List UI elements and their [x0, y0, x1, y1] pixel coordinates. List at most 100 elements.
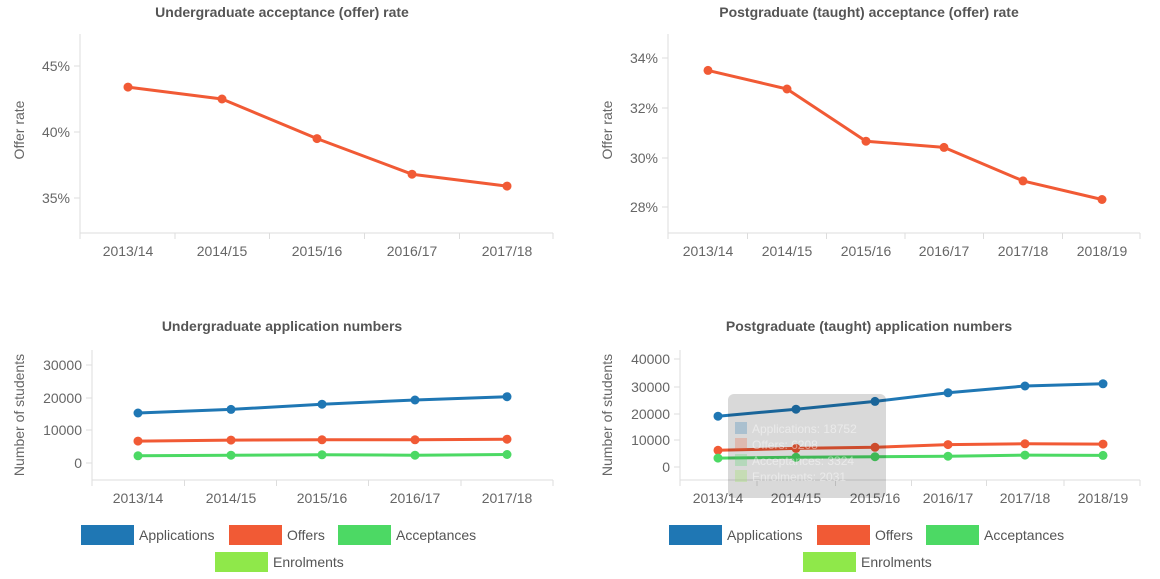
data-point-offer-rate[interactable]	[502, 181, 512, 191]
data-point-applications[interactable]	[502, 392, 512, 402]
data-point-offers[interactable]	[133, 436, 143, 446]
y-tick-label: 10000	[43, 422, 82, 438]
legend-item-enrolments[interactable]: Enrolments	[803, 552, 932, 572]
y-axis-label: Offer rate	[599, 100, 615, 159]
legend-swatch	[81, 525, 134, 545]
y-tick-label: 35%	[42, 190, 70, 206]
data-point-offer-rate[interactable]	[1097, 195, 1107, 204]
legend-item-acceptances[interactable]: Acceptances	[926, 525, 1064, 545]
x-tick-label-2013-14: 2013/14	[103, 243, 154, 259]
y-tick-label: 28%	[630, 199, 658, 215]
x-tick-label-2017-18: 2017/18	[1000, 490, 1051, 506]
y-tick-label: 0	[662, 459, 670, 475]
data-point-acceptances[interactable]	[791, 452, 801, 462]
series-line-offer-rate	[707, 68, 1103, 201]
y-axis-label: Number of students	[11, 354, 27, 476]
chart-postgraduate-taught-application-numbers: Postgraduate (taught) application number…	[599, 318, 1141, 572]
data-point-offer-rate[interactable]	[312, 134, 322, 144]
data-point-offers[interactable]	[791, 443, 801, 453]
legend-label: Applications	[727, 527, 803, 543]
data-point-applications[interactable]	[1020, 381, 1030, 391]
chart-title: Undergraduate application numbers	[162, 318, 403, 334]
data-point-offers[interactable]	[943, 440, 953, 450]
tooltip-swatch	[735, 422, 747, 434]
x-tick-label-2018-19: 2018/19	[1078, 490, 1129, 506]
legend-item-enrolments[interactable]: Enrolments	[215, 552, 344, 572]
legend-label: Acceptances	[396, 527, 476, 543]
data-point-offers[interactable]	[317, 435, 327, 445]
data-point-acceptances[interactable]	[133, 451, 143, 461]
chart-postgraduate-taught-acceptance-offer-rate: Postgraduate (taught) acceptance (offer)…	[599, 4, 1141, 259]
data-point-applications[interactable]	[226, 404, 236, 414]
data-point-offers[interactable]	[226, 435, 236, 445]
tooltip-line: Applications: 18752	[752, 422, 857, 436]
data-point-applications[interactable]	[410, 395, 420, 405]
data-point-offers[interactable]	[1098, 439, 1108, 449]
data-point-applications[interactable]	[317, 399, 327, 409]
data-point-acceptances[interactable]	[713, 453, 723, 463]
x-tick-label-2013-14: 2013/14	[683, 243, 734, 259]
legend-item-offers[interactable]: Offers	[229, 525, 325, 545]
x-tick-label-2013-14: 2013/14	[693, 490, 744, 506]
legend-item-offers[interactable]: Offers	[817, 525, 913, 545]
y-tick-label: 30000	[43, 357, 82, 373]
legend-item-applications[interactable]: Applications	[81, 525, 215, 545]
data-point-offer-rate[interactable]	[939, 142, 949, 152]
legend-swatch	[338, 525, 391, 545]
data-point-offer-rate[interactable]	[703, 65, 713, 75]
legend-label: Offers	[287, 527, 325, 543]
data-point-applications[interactable]	[943, 388, 953, 398]
y-tick-label: 45%	[42, 58, 70, 74]
data-point-offers[interactable]	[410, 435, 420, 445]
y-tick-label: 40000	[631, 351, 670, 367]
tooltip-swatch	[735, 470, 747, 482]
data-point-offer-rate[interactable]	[407, 169, 417, 179]
legend-item-applications[interactable]: Applications	[669, 525, 803, 545]
x-tick-label-2016-17: 2016/17	[390, 490, 441, 506]
data-point-applications[interactable]	[870, 396, 880, 406]
legend-label: Offers	[875, 527, 913, 543]
x-tick-label-2015-16: 2015/16	[841, 243, 892, 259]
legend-swatch	[803, 552, 856, 572]
data-point-offers[interactable]	[713, 445, 723, 455]
y-tick-label: 20000	[631, 406, 670, 422]
data-point-acceptances[interactable]	[410, 450, 420, 460]
data-point-offers[interactable]	[1020, 439, 1030, 449]
data-point-offer-rate[interactable]	[123, 82, 133, 92]
tooltip-line: Enrolments: 2031	[752, 470, 846, 484]
data-point-offer-rate[interactable]	[217, 94, 227, 104]
chart-title: Undergraduate acceptance (offer) rate	[155, 4, 409, 20]
legend-swatch	[926, 525, 979, 545]
legend-item-acceptances[interactable]: Acceptances	[338, 525, 476, 545]
data-point-acceptances[interactable]	[943, 451, 953, 461]
data-point-offers[interactable]	[502, 434, 512, 444]
chart-undergraduate-application-numbers: Undergraduate application numbers Number …	[11, 318, 554, 572]
data-point-applications[interactable]	[1098, 379, 1108, 389]
data-point-acceptances[interactable]	[502, 450, 512, 459]
data-point-acceptances[interactable]	[870, 452, 880, 462]
data-point-acceptances[interactable]	[317, 450, 327, 460]
data-point-acceptances[interactable]	[1098, 450, 1108, 460]
tooltip-swatch	[735, 438, 747, 450]
x-tick-label-2016-17: 2016/17	[387, 243, 438, 259]
y-tick-label: 40%	[42, 124, 70, 140]
x-tick-label-2015-16: 2015/16	[292, 243, 343, 259]
legend-label: Acceptances	[984, 527, 1064, 543]
data-point-offers[interactable]	[870, 442, 880, 452]
series-line-acceptances	[717, 453, 1104, 460]
legend-swatch	[817, 525, 870, 545]
x-tick-label-2018-19: 2018/19	[1077, 243, 1128, 259]
data-point-acceptances[interactable]	[1020, 450, 1030, 460]
data-point-acceptances[interactable]	[226, 450, 236, 460]
x-tick-label-2014-15: 2014/15	[197, 243, 248, 259]
data-point-offer-rate[interactable]	[782, 84, 792, 94]
data-point-applications[interactable]	[713, 411, 723, 421]
chart-tooltip: Applications: 18752 Offers: 6208 Acceptanc…	[728, 394, 886, 498]
data-point-offer-rate[interactable]	[861, 136, 871, 146]
series-line-offers	[717, 442, 1104, 452]
data-point-offer-rate[interactable]	[1018, 176, 1028, 186]
data-point-applications[interactable]	[133, 408, 143, 418]
chart-title: Postgraduate (taught) application number…	[726, 318, 1012, 334]
data-point-applications[interactable]	[791, 404, 801, 414]
